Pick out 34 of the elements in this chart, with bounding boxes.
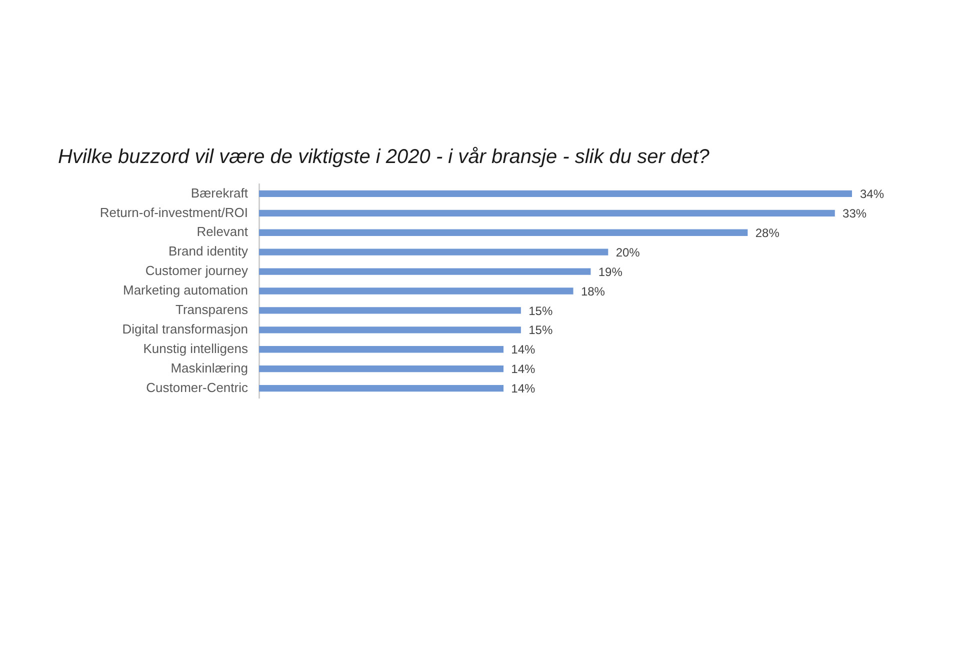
y-tick-label: Return-of-investment/ROI — [100, 204, 248, 220]
bar — [259, 248, 608, 256]
data-label: 33% — [842, 206, 867, 220]
data-label: 28% — [755, 226, 780, 240]
data-label: 20% — [616, 245, 640, 260]
y-tick-label: Bærekraft — [190, 185, 248, 200]
y-tick-label: Transparens — [176, 302, 248, 318]
bar — [259, 288, 574, 294]
data-label: 34% — [860, 187, 884, 202]
data-label: 18% — [580, 284, 606, 298]
bar — [259, 307, 521, 314]
y-tick-label: Brand identity — [168, 244, 248, 259]
bar — [259, 268, 591, 275]
bar — [259, 365, 504, 372]
data-label: 14% — [511, 382, 536, 396]
bar — [259, 190, 852, 198]
data-label: 19% — [598, 264, 623, 279]
bar — [259, 210, 835, 217]
y-tick-label: Relevant — [196, 224, 248, 240]
bar — [259, 384, 504, 392]
data-label: 14% — [511, 362, 536, 376]
y-tick-label: Marketing automation — [122, 282, 248, 298]
y-tick-label: Digital transformasjon — [122, 321, 248, 336]
data-label: 14% — [511, 342, 536, 357]
y-tick-label: Kunstig intelligens — [143, 340, 248, 356]
y-tick-label: Maskinlæring — [170, 360, 248, 376]
bar — [259, 229, 748, 236]
y-tick-label: Customer journey — [145, 263, 248, 278]
data-label: 15% — [528, 323, 553, 338]
chart-title: Hvilke buzzord vil være de viktigste i 2020 - i vår bransje - slik du ser det? — [58, 146, 710, 169]
bar — [259, 346, 504, 353]
y-tick-label: Customer-Centric — [146, 380, 248, 395]
data-label: 15% — [528, 304, 553, 318]
bar — [259, 326, 521, 334]
